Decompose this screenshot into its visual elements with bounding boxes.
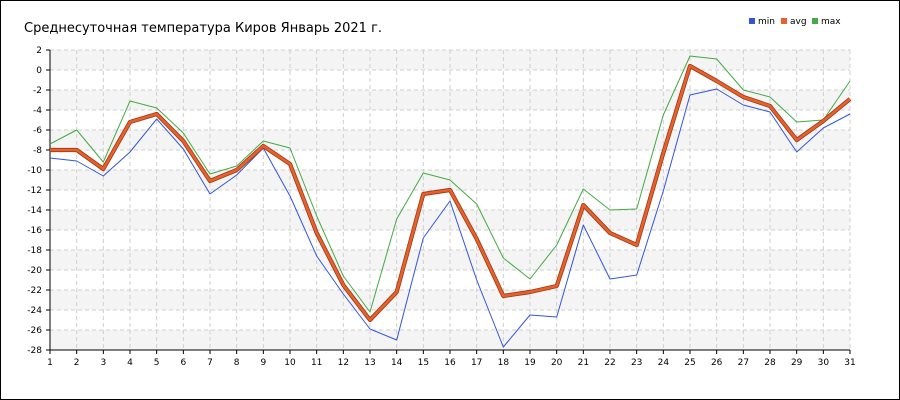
x-tick-label: 2 <box>74 358 80 368</box>
x-tick-label: 15 <box>418 358 429 368</box>
y-tick-label: 2 <box>36 46 42 56</box>
x-tick-label: 5 <box>154 358 160 368</box>
legend-swatch-min <box>749 18 755 24</box>
x-tick-label: 22 <box>604 358 615 368</box>
x-tick-label: 3 <box>100 358 106 368</box>
legend-label-min: min <box>758 17 775 27</box>
x-tick-label: 23 <box>631 358 642 368</box>
y-tick-label: -12 <box>27 186 42 196</box>
y-tick-label: -16 <box>27 226 42 236</box>
legend-swatch-avg <box>781 18 787 24</box>
x-tick-label: 16 <box>444 358 456 368</box>
y-tick-label: 0 <box>36 66 42 76</box>
x-tick-label: 25 <box>684 358 695 368</box>
x-tick-label: 1 <box>47 358 53 368</box>
y-tick-label: -6 <box>33 126 42 136</box>
grid-band <box>50 130 850 150</box>
chart-title: Среднесуточная температура Киров Январь … <box>24 21 382 36</box>
x-tick-label: 31 <box>844 358 855 368</box>
x-tick-label: 8 <box>234 358 240 368</box>
y-tick-label: -2 <box>33 86 42 96</box>
series-line-max <box>49 55 851 313</box>
y-tick-label: -10 <box>27 166 42 176</box>
legend-label-avg: avg <box>790 17 807 27</box>
y-tick-label: -28 <box>27 346 42 356</box>
x-tick-label: 24 <box>658 358 670 368</box>
y-tick-label: -26 <box>27 326 42 336</box>
y-tick-label: -20 <box>27 266 42 276</box>
series-line-avg <box>50 64 851 322</box>
y-tick-label: -18 <box>27 246 42 256</box>
x-tick-label: 20 <box>551 358 563 368</box>
x-tick-labels: 1 2 3 4 5 6 7 8 9 10 11 12 13 14 15 16 17 18 19 20 21 22 23 24 2… <box>47 358 856 368</box>
x-tick-label: 27 <box>738 358 749 368</box>
x-tick-label: 7 <box>207 358 213 368</box>
series-lines <box>49 55 852 348</box>
x-tick-label: 17 <box>471 358 482 368</box>
x-tick-label: 26 <box>711 358 723 368</box>
axes <box>46 49 851 354</box>
x-tick-label: 11 <box>311 358 322 368</box>
y-tick-label: -4 <box>33 106 42 116</box>
x-tick-label: 13 <box>364 358 375 368</box>
legend-label-max: max <box>821 17 841 27</box>
x-tick-label: 6 <box>180 358 186 368</box>
x-tick-label: 21 <box>578 358 589 368</box>
y-tick-label: -24 <box>27 306 42 316</box>
y-tick-labels: 2 0 -2 -4 -6 -8 -10 -12 -14 -16 -18 -20 -22 -24 -26 -28 <box>27 46 42 356</box>
x-tick-label: 4 <box>127 358 133 368</box>
y-tick-label: -22 <box>27 286 42 296</box>
x-tick-label: 19 <box>524 358 536 368</box>
series-line-min <box>49 88 851 348</box>
x-tick-label: 9 <box>260 358 266 368</box>
x-tick-label: 14 <box>391 358 403 368</box>
legend-swatch-max <box>812 18 818 24</box>
x-tick-label: 28 <box>764 358 776 368</box>
y-tick-label: -8 <box>33 146 42 156</box>
y-tick-label: -14 <box>27 206 42 216</box>
x-tick-label: 10 <box>284 358 296 368</box>
x-tick-label: 18 <box>498 358 510 368</box>
x-tick-label: 12 <box>338 358 349 368</box>
x-tick-label: 29 <box>791 358 803 368</box>
grid-band <box>50 290 850 310</box>
legend: min avg max <box>749 17 841 27</box>
x-tick-label: 30 <box>818 358 830 368</box>
